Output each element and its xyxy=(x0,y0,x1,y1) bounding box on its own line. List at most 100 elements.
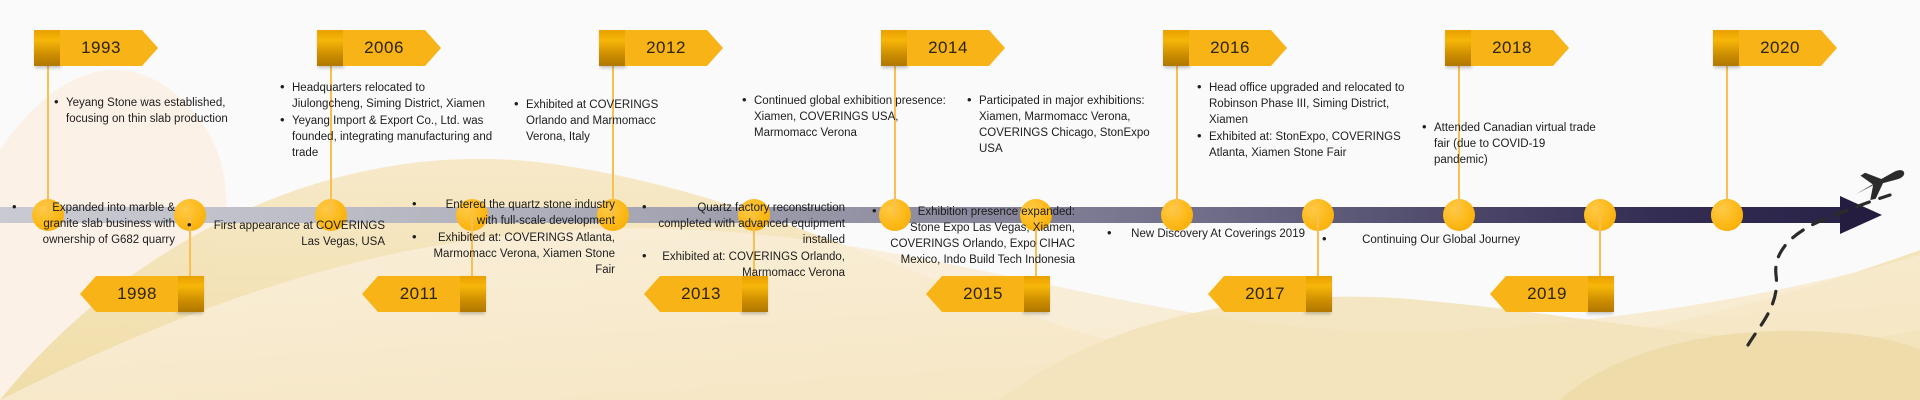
milestone-text-block: Entered the quartz stone industry with f… xyxy=(410,196,615,279)
year-flag[interactable]: 2015 xyxy=(926,276,1050,312)
flag-stem xyxy=(47,36,49,215)
milestone-bullet-list: Headquarters relocated to Jiulongcheng, … xyxy=(278,79,493,161)
year-flag[interactable]: 2017 xyxy=(1208,276,1332,312)
milestone-bullet: Exhibited at: COVERINGS Orlando, Marmoma… xyxy=(642,248,845,281)
flag-fold xyxy=(460,276,486,312)
milestone-bullet-list: Continued global exhibition presence: Xi… xyxy=(740,92,950,141)
milestone-bullet: Attended Canadian virtual trade fair (du… xyxy=(1420,119,1600,168)
milestone-bullet: Exhibited at: StonExpo, COVERINGS Atlant… xyxy=(1195,128,1405,161)
flag-point xyxy=(644,276,660,312)
flag-point xyxy=(142,30,158,66)
milestone-bullet-list: Expanded into marble & granite slab busi… xyxy=(10,199,175,248)
flight-path-icon xyxy=(1746,193,1892,347)
year-label: 2014 xyxy=(928,38,968,57)
flag-fold xyxy=(1445,30,1471,66)
milestone-bullet: Participated in major exhibitions: Xiame… xyxy=(965,92,1165,157)
flag-point xyxy=(80,276,96,312)
milestone-bullet-list: Exhibited at COVERINGS Orlando and Marmo… xyxy=(512,96,692,145)
flag-point xyxy=(707,30,723,66)
flag-body: 2011 xyxy=(378,276,460,312)
year-label: 2013 xyxy=(681,284,721,303)
flag-stem xyxy=(1176,36,1178,215)
milestone-bullet: Quartz factory reconstruction completed … xyxy=(642,199,845,248)
milestone-bullet: First appearance at COVERINGS Las Vegas,… xyxy=(187,217,385,250)
milestone-text-block: Exhibition presence expanded: Stone Expo… xyxy=(870,203,1075,269)
timeline-arrow-icon xyxy=(1840,196,1882,234)
milestone-bullet-list: First appearance at COVERINGS Las Vegas,… xyxy=(185,217,385,250)
timeline-node xyxy=(1711,199,1743,231)
milestone-bullet-list: Head office upgraded and relocated to Ro… xyxy=(1195,79,1405,161)
flag-fold xyxy=(34,30,60,66)
year-flag[interactable]: 1993 xyxy=(34,30,158,66)
flag-point xyxy=(1208,276,1224,312)
year-flag[interactable]: 2011 xyxy=(362,276,486,312)
milestone-text-block: Participated in major exhibitions: Xiame… xyxy=(965,92,1165,158)
milestone-bullet: Exhibited at: COVERINGS Atlanta, Marmoma… xyxy=(412,229,615,278)
milestone-text-block: Attended Canadian virtual trade fair (du… xyxy=(1420,119,1600,169)
year-label: 2011 xyxy=(399,284,439,303)
year-label: 2019 xyxy=(1527,284,1567,303)
flag-fold xyxy=(742,276,768,312)
flag-body: 1993 xyxy=(60,30,142,66)
milestone-bullet: Yeyang Import & Export Co., Ltd. was fou… xyxy=(278,112,493,161)
year-flag[interactable]: 2019 xyxy=(1490,276,1614,312)
flag-fold xyxy=(1306,276,1332,312)
milestone-bullet: Head office upgraded and relocated to Ro… xyxy=(1195,79,1405,128)
flag-point xyxy=(1490,276,1506,312)
flag-body: 2015 xyxy=(942,276,1024,312)
flag-point xyxy=(1553,30,1569,66)
year-label: 2016 xyxy=(1210,38,1250,57)
year-label: 2018 xyxy=(1492,38,1532,57)
milestone-bullet-list: Continuing Our Global Journey xyxy=(1320,231,1520,248)
year-flag[interactable]: 1998 xyxy=(80,276,204,312)
milestone-bullet-list: New Discovery At Coverings 2019 xyxy=(1105,225,1305,242)
flag-fold xyxy=(599,30,625,66)
milestone-bullet: Yeyang Stone was established, focusing o… xyxy=(52,94,242,127)
flag-fold xyxy=(881,30,907,66)
flag-fold xyxy=(178,276,204,312)
milestone-text-block: Expanded into marble & granite slab busi… xyxy=(10,199,175,249)
milestone-bullet: Continued global exhibition presence: Xi… xyxy=(740,92,950,141)
flag-fold xyxy=(1024,276,1050,312)
year-flag[interactable]: 2018 xyxy=(1445,30,1569,66)
milestone-text-block: First appearance at COVERINGS Las Vegas,… xyxy=(185,217,385,251)
milestone-bullet: New Discovery At Coverings 2019 xyxy=(1107,225,1305,242)
flag-point xyxy=(926,276,942,312)
milestone-bullet: Exhibition presence expanded: Stone Expo… xyxy=(872,203,1075,268)
year-flag[interactable]: 2012 xyxy=(599,30,723,66)
year-flag[interactable]: 2013 xyxy=(644,276,768,312)
year-label: 2006 xyxy=(364,38,404,57)
milestone-bullet: Headquarters relocated to Jiulongcheng, … xyxy=(278,79,493,112)
milestone-bullet-list: Yeyang Stone was established, focusing o… xyxy=(52,94,242,127)
flag-body: 1998 xyxy=(96,276,178,312)
flag-body: 2014 xyxy=(907,30,989,66)
milestone-text-block: Continued global exhibition presence: Xi… xyxy=(740,92,950,142)
airplane-icon xyxy=(1856,170,1905,201)
milestone-bullet-list: Entered the quartz stone industry with f… xyxy=(410,196,615,278)
flag-body: 2017 xyxy=(1224,276,1306,312)
flag-body: 2012 xyxy=(625,30,707,66)
year-flag[interactable]: 2020 xyxy=(1713,30,1837,66)
year-flag[interactable]: 2016 xyxy=(1163,30,1287,66)
flag-stem xyxy=(1599,215,1601,306)
flag-body: 2013 xyxy=(660,276,742,312)
year-label: 2015 xyxy=(963,284,1003,303)
flag-fold xyxy=(1713,30,1739,66)
year-label: 2012 xyxy=(646,38,686,57)
milestone-text-block: Headquarters relocated to Jiulongcheng, … xyxy=(278,79,493,162)
year-label: 1998 xyxy=(117,284,157,303)
milestone-text-block: Head office upgraded and relocated to Ro… xyxy=(1195,79,1405,162)
year-label: 2020 xyxy=(1760,38,1800,57)
flag-point xyxy=(425,30,441,66)
flag-point xyxy=(1821,30,1837,66)
year-flag[interactable]: 2014 xyxy=(881,30,1005,66)
flag-point xyxy=(989,30,1005,66)
year-flag[interactable]: 2006 xyxy=(317,30,441,66)
flag-body: 2016 xyxy=(1189,30,1271,66)
milestone-bullet-list: Quartz factory reconstruction completed … xyxy=(640,199,845,281)
flag-stem xyxy=(1317,215,1319,306)
milestone-text-block: Quartz factory reconstruction completed … xyxy=(640,199,845,282)
milestone-bullet: Continuing Our Global Journey xyxy=(1322,231,1520,248)
flag-body: 2019 xyxy=(1506,276,1588,312)
